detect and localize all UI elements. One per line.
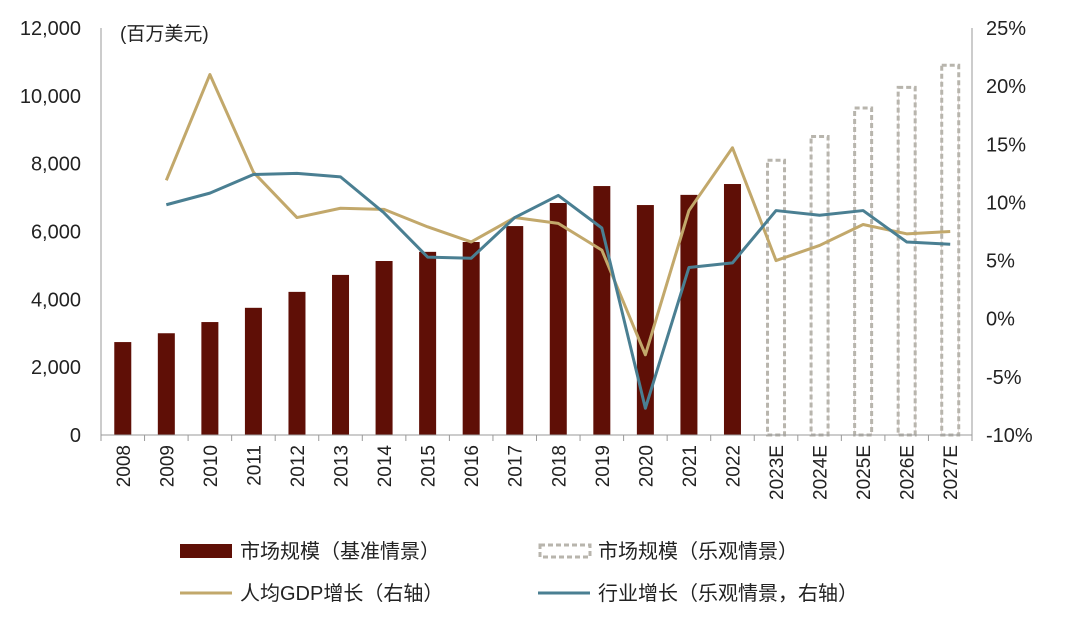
x-tick-label: 2025E [854,445,875,500]
left-tick-label: 8,000 [31,154,81,176]
right-tick-label: -5% [986,367,1022,389]
legend-label: 人均GDP增长（右轴） [240,582,443,605]
legend-label: 市场规模（乐观情景） [598,540,798,563]
bar-optimistic-2026E [896,85,917,437]
left-tick-label: 4,000 [31,289,81,311]
lines [164,73,951,410]
left-tick-label: 10,000 [20,86,81,108]
left-tick-label: 0 [70,425,81,447]
right-tick-label: 25% [986,18,1026,40]
x-tick-label: 2023E [767,445,788,500]
bar-baseline-2010 [201,322,219,435]
bar-optimistic-2024E [809,135,830,437]
bars-optimistic [766,63,961,437]
right-tick-label: 0% [986,309,1015,331]
x-tick-label: 2009 [157,445,178,487]
x-tick-label: 2015 [419,445,440,487]
bar-baseline-2009 [157,333,175,435]
x-tick-label: 2014 [375,445,396,488]
bar-baseline-2021 [680,194,698,435]
left-tick-label: 12,000 [20,18,81,40]
right-tick-label: 5% [986,251,1015,273]
bar-baseline-2017 [506,226,524,435]
x-tick-label: 2019 [593,445,614,487]
bar-baseline-2011 [244,307,262,435]
x-tick-label: 2026E [898,445,919,500]
bar-baseline-2022 [723,184,741,435]
x-tick-label: 2008 [114,445,135,487]
bar-baseline-2015 [419,251,437,435]
bar-baseline-2013 [332,274,350,435]
left-tick-label: 2,000 [31,357,81,379]
legend-label: 市场规模（基准情景） [240,540,440,563]
legend-label: 行业增长（乐观情景，右轴） [598,582,858,605]
bar-baseline-2020 [636,205,654,435]
x-tick-label: 2011 [244,445,265,486]
legend-swatch-baseline [180,544,232,558]
x-tick-label: 2012 [288,445,309,487]
axes: 0 2,000 4,000 6,000 8,000 10,000 12,000 -10% -5%… [20,18,1033,500]
x-tick-label: 2018 [549,445,570,487]
bar-optimistic-2025E [853,106,874,437]
x-tick-label: 2017 [506,445,527,487]
unit-label: (百万美元) [120,23,209,45]
x-tick-label: 2021 [680,445,701,487]
bars-baseline [114,80,959,436]
bar-baseline-2008 [114,342,132,435]
x-tick-label: 2024E [811,445,832,500]
right-tick-label: -10% [986,425,1033,447]
x-tick-label: 2020 [636,445,657,487]
right-tick-label: 15% [986,134,1026,156]
legend: 市场规模（基准情景） 市场规模（乐观情景） 人均GDP增长（右轴） 行业增长（乐观情景… [180,540,858,605]
bar-baseline-2016 [462,242,480,435]
x-tick-label: 2016 [462,445,483,487]
right-tick-label: 20% [986,76,1026,98]
x-tick-label: 2010 [201,445,222,487]
bar-baseline-2014 [375,261,393,435]
bar-optimistic-2023E [766,158,787,437]
right-tick-label: 10% [986,192,1026,214]
legend-swatch-optimistic [538,543,592,559]
bar-baseline-2012 [288,291,306,435]
left-tick-label: 6,000 [31,222,81,244]
x-tick-label: 2022 [723,445,744,487]
bar-baseline-2018 [549,203,567,435]
bar-optimistic-2027E [940,63,961,437]
x-tick-label: 2027E [941,445,962,500]
x-tick-label: 2013 [332,445,353,487]
